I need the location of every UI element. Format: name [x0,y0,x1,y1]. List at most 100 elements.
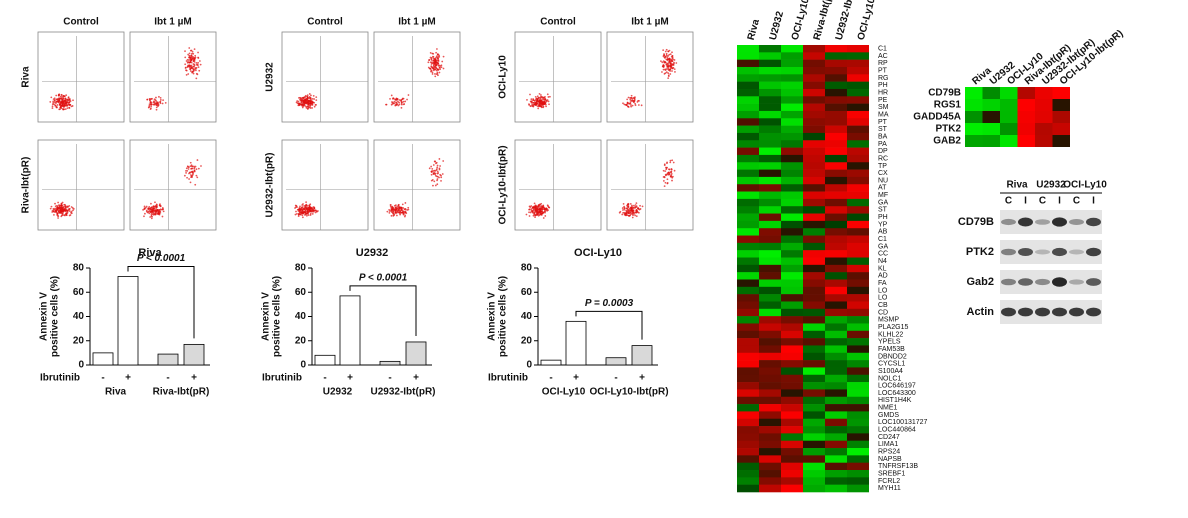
event-dot [622,202,625,205]
event-dot [668,57,671,60]
event-dot [310,94,312,97]
event-dot [664,72,667,74]
gene-label: MA [878,111,889,118]
event-dot [663,53,665,55]
event-dot [305,101,308,104]
event-dot [64,108,67,111]
heatmap-cell [803,470,825,478]
heatmap-cell [1035,87,1053,99]
heatmap-cell [737,411,759,420]
heatmap-cell [781,418,803,427]
heatmap-cell [759,206,781,214]
event-dot [186,65,189,68]
heatmap-cell [847,220,869,229]
y-tick-label: 40 [295,311,307,322]
event-dot [309,212,312,215]
heatmap-cell [825,59,847,68]
event-dot [661,61,664,64]
event-dot [665,64,668,66]
event-dot [436,59,439,62]
event-dot [438,67,441,69]
event-dot [535,207,538,209]
event-dot [629,211,632,214]
event-dot [391,205,394,208]
heatmap-cell [737,213,759,222]
event-dot [668,59,671,62]
event-dot [58,101,60,104]
event-dot [306,211,309,214]
heatmap-cell [847,272,869,280]
treatment-label: Ibrutinib [488,373,528,384]
heatmap-cell [1035,123,1053,135]
event-dot [630,206,633,209]
panel-frame [37,139,125,231]
event-dot [150,213,153,216]
gene-label: NOLC1 [878,375,901,382]
event-dot [627,102,629,105]
event-dot [56,208,59,211]
heatmap-cell [803,440,825,449]
event-dot [188,59,190,61]
heatmap-cell [737,389,759,398]
event-dot [194,165,197,168]
bar [540,359,562,366]
event-dot [635,211,637,213]
event-dot [407,206,410,209]
heatmap-cell [847,81,869,90]
event-dot [637,208,640,210]
event-dot [528,215,531,217]
bar [92,352,114,366]
x-tick-label: - [614,373,617,384]
flow-panel [514,139,602,231]
event-dot [68,104,71,107]
event-dot [528,211,530,214]
heatmap-cell [781,411,803,420]
gene-label: CC [878,251,888,258]
event-dot [625,207,628,210]
blot-band [1035,249,1050,255]
heatmap-column-label: OCI-Ly10-Ibt(pR) [856,0,887,41]
event-dot [406,98,408,101]
event-dot [305,214,308,217]
flow-panel [129,31,217,123]
event-dot [58,97,61,100]
heatmap-cell [759,389,781,398]
event-dot [671,159,674,162]
x-tick-label: - [388,373,391,384]
heatmap-cell [759,272,781,280]
event-dot [634,206,637,208]
event-dot [305,204,307,207]
heatmap-cell [825,45,847,53]
event-dot [534,216,536,218]
event-dot [301,106,304,109]
event-dot [156,212,159,215]
heatmap-cell [803,352,825,361]
event-dot [67,96,70,99]
event-dot [317,210,319,212]
event-dot [535,205,538,208]
event-dot [191,71,194,74]
event-dot [432,67,434,70]
event-dot [400,106,403,109]
heatmap-cell [737,184,759,192]
event-dot [666,182,669,184]
event-dot [401,211,404,214]
event-dot [529,211,532,214]
event-dot [391,207,394,210]
event-dot [439,173,442,176]
event-dot [158,95,160,98]
gene-label: HR [878,89,888,96]
event-dot [400,101,403,104]
event-dot [637,104,640,106]
heatmap-cell [982,135,1000,147]
heatmap-cell [825,140,847,148]
event-dot [537,204,540,207]
event-dot [66,103,69,106]
event-dot [308,97,310,100]
event-dot [193,167,196,170]
x-tick-label: - [549,373,552,384]
event-dot [436,71,439,74]
heatmap-cell [847,140,869,148]
event-dot [299,209,301,211]
